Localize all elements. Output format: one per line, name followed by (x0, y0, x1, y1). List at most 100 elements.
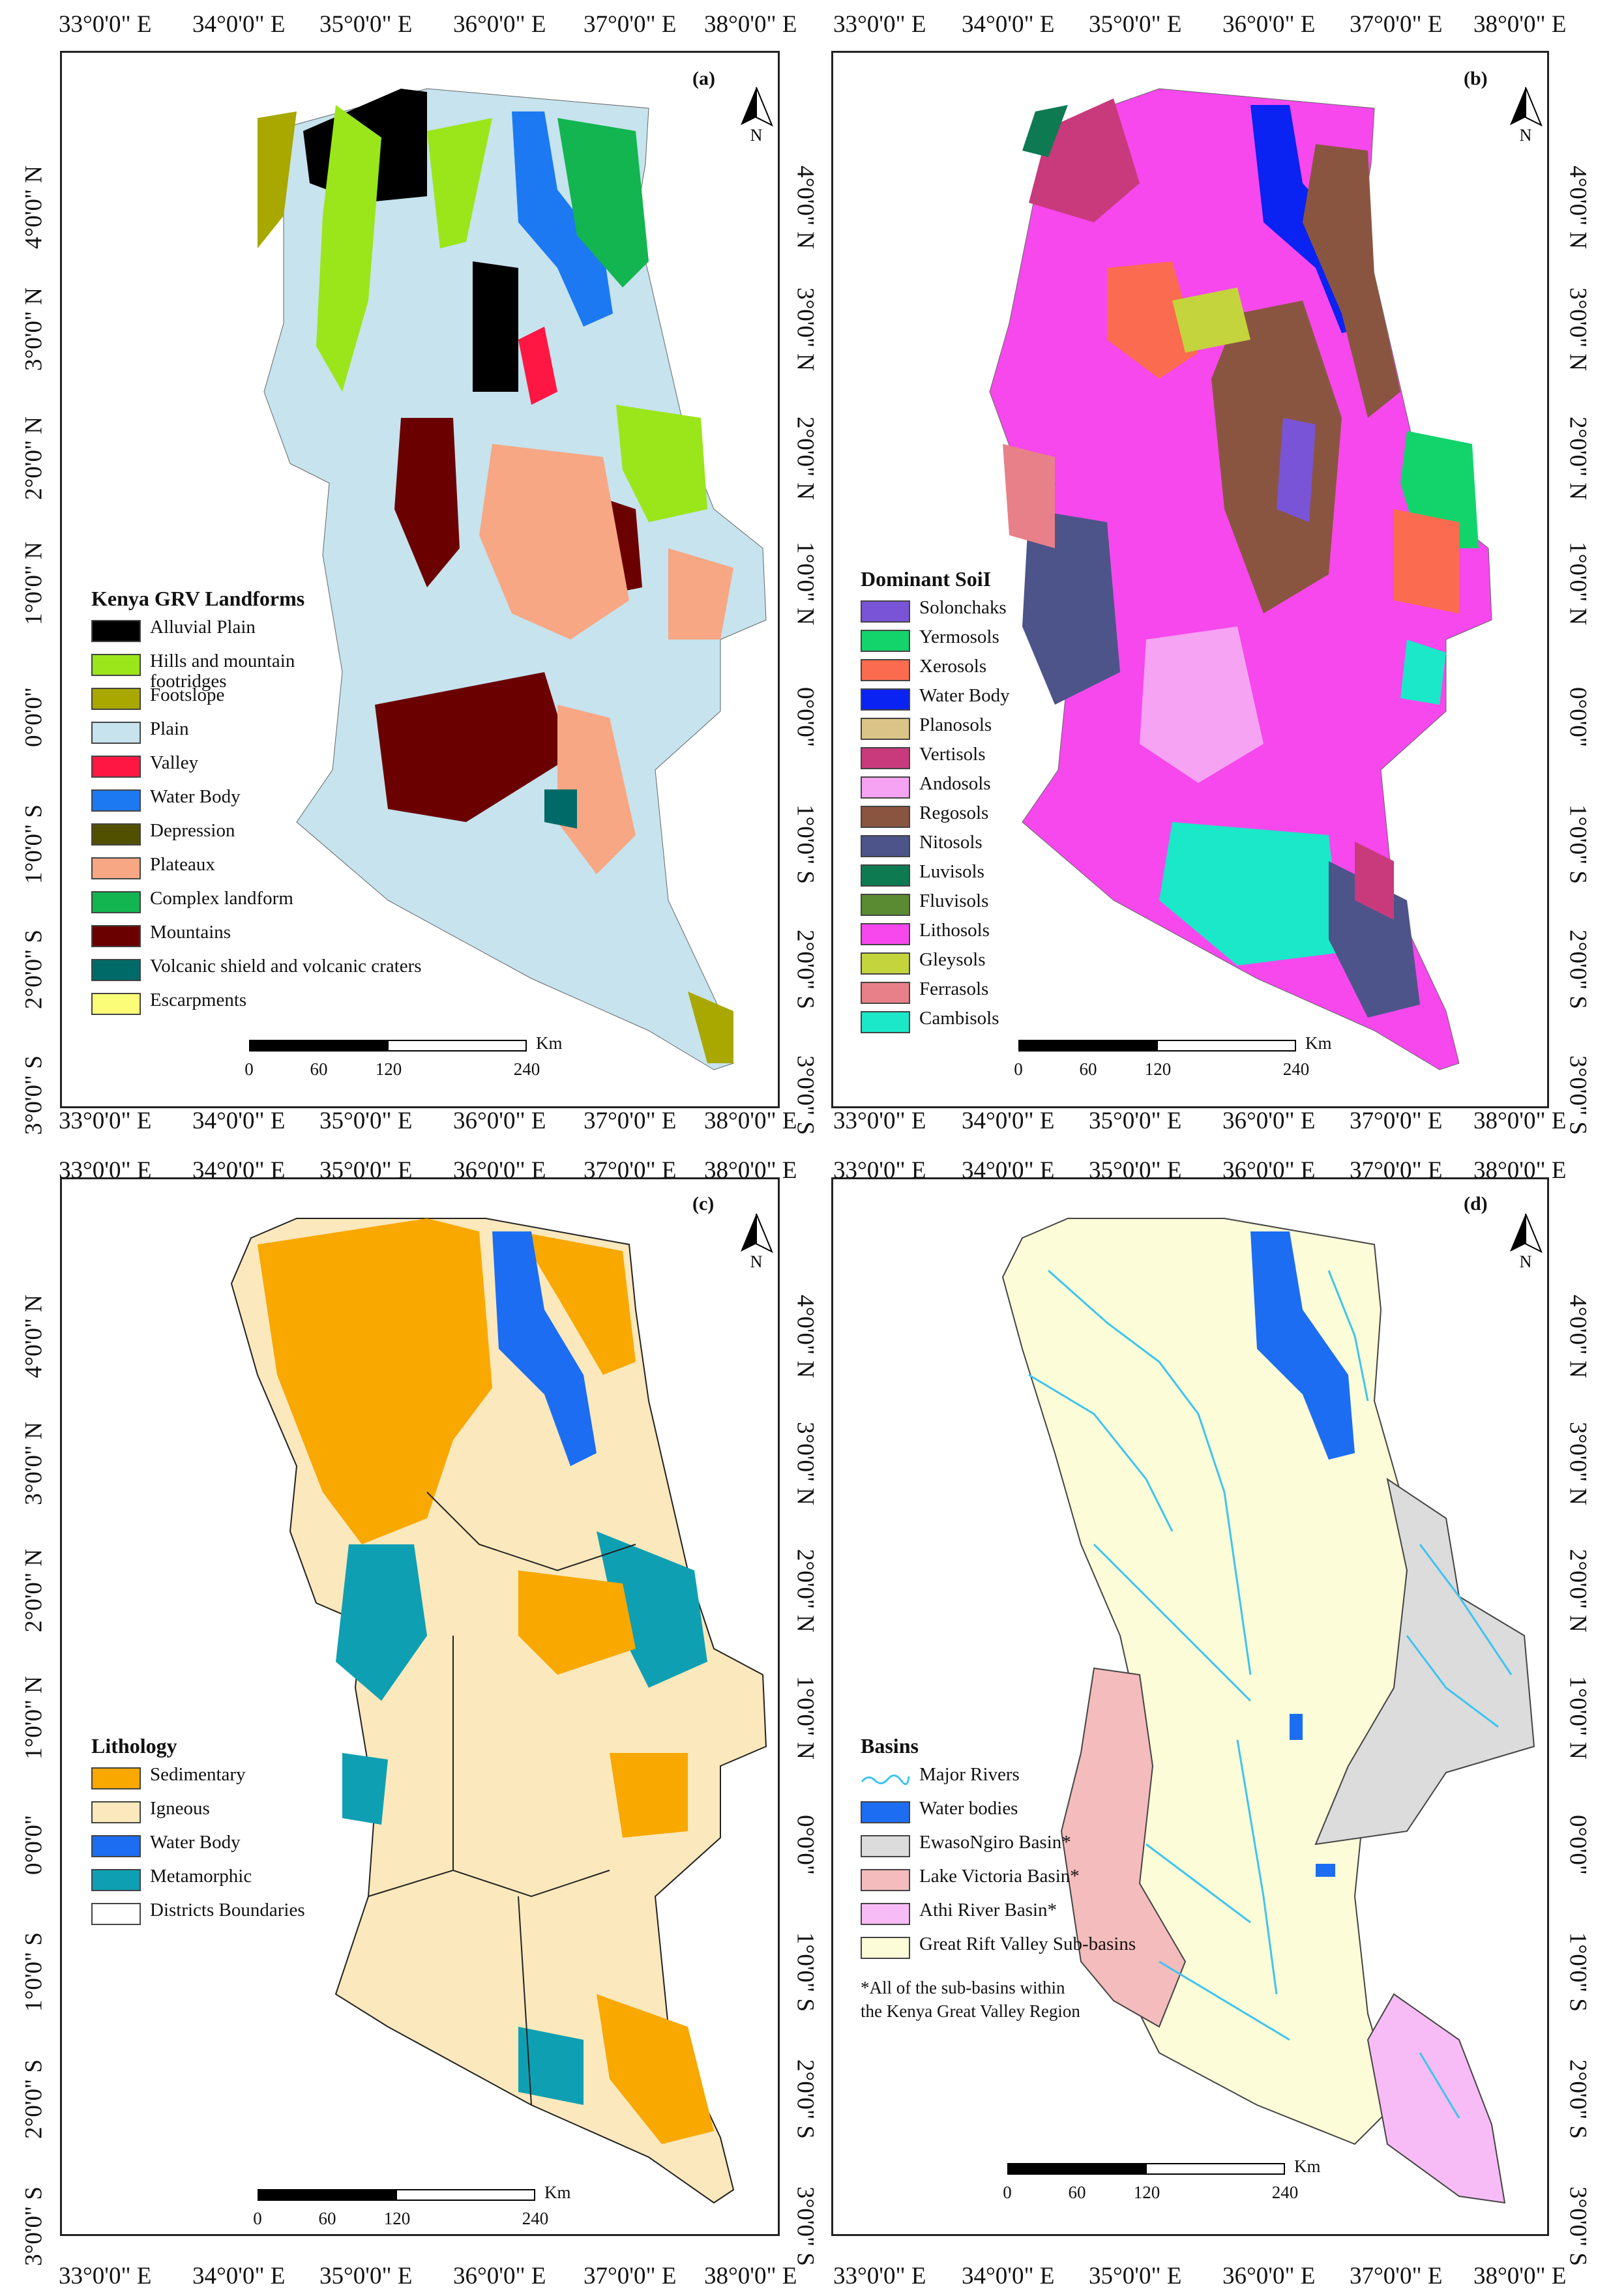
longitude-label: 37°0'0" E (584, 1108, 677, 1134)
scale-label: 240 (522, 2209, 549, 2228)
legend-item: Xerosols (861, 656, 1010, 686)
legend-swatch (91, 1835, 141, 1857)
legend-item: Plateaux (91, 855, 422, 889)
legend-label: Nitosols (919, 832, 983, 853)
basin-ewasongiro (1314, 1477, 1535, 1846)
legend-item: Complex landform (91, 889, 422, 922)
legend-item: Vertisols (861, 744, 1010, 774)
legend-label: Complex landform (150, 888, 293, 909)
landform-hills (616, 405, 707, 522)
legend-label: Lithosols (919, 920, 990, 941)
scale-bar: Km 0 60 120 240 (253, 2183, 610, 2235)
latitude-label: 1°0'0" S (791, 804, 819, 884)
longitude-label: 36°0'0" E (453, 1157, 546, 1184)
latitude-label: 0°0'0" (791, 686, 819, 748)
legend-swatch (861, 982, 910, 1004)
legend-swatch (861, 835, 910, 857)
latitude-label: 3°0'0" N (20, 1421, 48, 1506)
longitude-label: 33°0'0" E (59, 2263, 152, 2289)
legend-swatch (91, 857, 141, 879)
latitude-label: 3°0'0" N (1564, 1421, 1591, 1506)
longitude-label: 34°0'0" E (962, 2263, 1055, 2289)
latitude-label: 3°0'0" N (791, 287, 819, 372)
legend-item: Alluvial Plain (91, 617, 422, 651)
longitude-label: 34°0'0" E (962, 1108, 1055, 1134)
legend-swatch (861, 1937, 910, 1959)
legend-label: Ferrasols (919, 979, 989, 999)
scale-unit: Km (1294, 2156, 1321, 2176)
longitude-label: 33°0'0" E (59, 11, 152, 38)
soil-xerosols (1107, 261, 1198, 379)
legend-label: Luvisols (919, 861, 984, 882)
longitude-label: 36°0'0" E (1222, 11, 1316, 38)
longitude-label: 38°0'0" E (1473, 1108, 1567, 1134)
legend-label: Depression (150, 820, 235, 841)
legend-item: Water Body (861, 686, 1010, 715)
legend-swatch (861, 1835, 910, 1857)
latitude-label: 1°0'0" N (791, 1675, 819, 1760)
lithology-sedimentary (610, 1753, 688, 1838)
legend-label: Volcanic shield and volcanic craters (150, 956, 422, 977)
soil-xerosols (1394, 509, 1459, 613)
latitude-label: 4°0'0" N (20, 165, 48, 250)
basin-note-line: the Kenya Great Valley Region (861, 2001, 1080, 2021)
soil-cambisols (1400, 640, 1446, 705)
latitude-label: 1°0'0" S (20, 804, 48, 884)
landform-mountains (394, 418, 460, 587)
latitude-label: 0°0'0" (1564, 686, 1591, 748)
legend-swatch (861, 894, 910, 916)
longitude-label: 33°0'0" E (833, 2263, 926, 2289)
legend-item: Mountains (91, 922, 422, 956)
latitude-label: 2°0'0" S (1564, 2059, 1591, 2139)
legend-item: EwasoNgiro Basin* (861, 1832, 1136, 1866)
legend-basins: Basins Major Rivers Water bodies EwasoNg… (861, 1734, 1136, 2023)
lithology-water-body (492, 1231, 597, 1466)
legend-swatch (91, 993, 141, 1015)
scale-label: 120 (383, 2209, 411, 2228)
legend-item: Metamorphic (91, 1866, 305, 1900)
latitude-label: 1°0'0" N (1564, 1675, 1591, 1760)
legend-label: Valley (150, 752, 199, 773)
latitude-label: 2°0'0" N (1564, 1548, 1591, 1633)
legend-item: Andosols (861, 774, 1010, 803)
major-river (1028, 1269, 1513, 2119)
river-line-icon (861, 1774, 910, 1786)
legend-label: Alluvial Plain (150, 617, 256, 638)
legend-label: Escarpments (150, 990, 247, 1010)
legend-label: Water bodies (919, 1798, 1018, 1819)
longitude-label: 33°0'0" E (833, 11, 926, 38)
longitude-label: 37°0'0" E (1350, 2263, 1443, 2289)
basin-lake-victoria (1060, 1667, 1187, 2028)
longitude-label: 38°0'0" E (1473, 11, 1567, 38)
latitude-label: 0°0'0" (1564, 1814, 1591, 1876)
legend-swatch (861, 1011, 910, 1033)
legend-label: Footslope (150, 684, 225, 705)
scale-unit: Km (544, 2183, 571, 2202)
legend-item: Major Rivers (861, 1765, 1136, 1799)
soils-map (989, 88, 1492, 1070)
legend-item: Igneous (91, 1799, 305, 1832)
basins-map (1001, 1218, 1535, 2204)
latitude-label: 2°0'0" N (791, 1548, 819, 1633)
latitude-label: 0°0'0" (791, 1814, 819, 1876)
latitude-label: 3°0'0" S (20, 1055, 48, 1135)
latitude-label: 2°0'0" N (1564, 416, 1591, 501)
legend-label: Water Body (150, 786, 241, 807)
landform-plateaux (668, 548, 733, 640)
longitude-label: 38°0'0" E (1473, 1157, 1567, 1184)
legend-label: Plateaux (150, 854, 215, 875)
scale-bar: Km 0 60 120 240 (1014, 1033, 1370, 1085)
latitude-label: 1°0'0" N (20, 541, 48, 626)
longitude-label: 36°0'0" E (453, 2263, 546, 2289)
legend-label: Great Rift Valley Sub-basins (919, 1934, 1136, 1954)
legend-label: Water Body (150, 1832, 241, 1853)
legend-swatch (861, 659, 910, 681)
longitude-label: 35°0'0" E (1089, 1157, 1182, 1184)
north-arrow-icon: N (741, 87, 773, 143)
water-body (1290, 1714, 1303, 1740)
legend-item: Valley (91, 753, 422, 787)
scale-bar-white (1157, 1040, 1296, 1052)
legend-label: Yermosols (919, 626, 999, 647)
scale-label: 60 (318, 2209, 336, 2228)
legend-swatch (91, 789, 141, 812)
